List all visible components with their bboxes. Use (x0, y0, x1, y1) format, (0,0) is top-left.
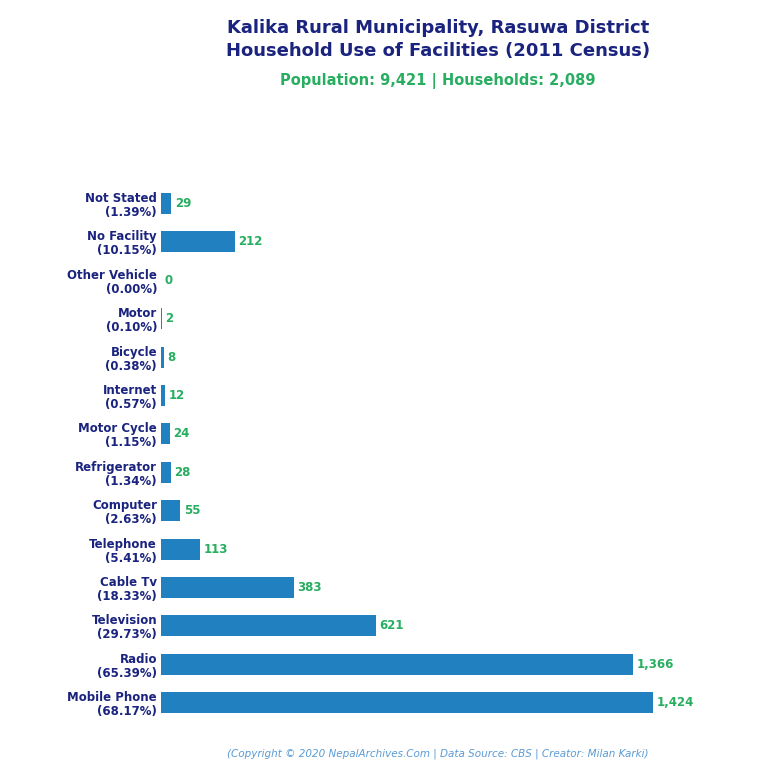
Bar (161, 385, 165, 406)
Text: 621: 621 (379, 620, 404, 632)
Bar (161, 654, 634, 675)
Text: (Copyright © 2020 NepalArchives.Com | Data Source: CBS | Creator: Milan Karki): (Copyright © 2020 NepalArchives.Com | Da… (227, 748, 648, 759)
Text: 212: 212 (238, 236, 263, 248)
Bar (161, 615, 376, 637)
Bar (161, 538, 200, 560)
Text: 55: 55 (184, 505, 200, 517)
Text: 29: 29 (175, 197, 191, 210)
Bar (161, 577, 293, 598)
Bar (161, 346, 164, 368)
Text: 24: 24 (173, 428, 190, 440)
Bar (161, 500, 180, 521)
Text: 28: 28 (174, 466, 190, 478)
Text: Population: 9,421 | Households: 2,089: Population: 9,421 | Households: 2,089 (280, 73, 595, 89)
Text: 1,424: 1,424 (657, 697, 694, 709)
Bar (161, 193, 171, 214)
Text: 12: 12 (169, 389, 185, 402)
Text: 8: 8 (167, 351, 176, 363)
Bar (161, 692, 654, 713)
Text: 0: 0 (164, 274, 173, 286)
Text: 383: 383 (297, 581, 322, 594)
Text: 113: 113 (204, 543, 228, 555)
Bar (161, 423, 170, 445)
Bar (161, 231, 234, 253)
Text: Kalika Rural Municipality, Rasuwa District: Kalika Rural Municipality, Rasuwa Distri… (227, 19, 649, 37)
Text: 2: 2 (165, 313, 174, 325)
Text: 1,366: 1,366 (637, 658, 674, 670)
Bar (161, 462, 171, 483)
Text: Household Use of Facilities (2011 Census): Household Use of Facilities (2011 Census… (226, 42, 650, 60)
